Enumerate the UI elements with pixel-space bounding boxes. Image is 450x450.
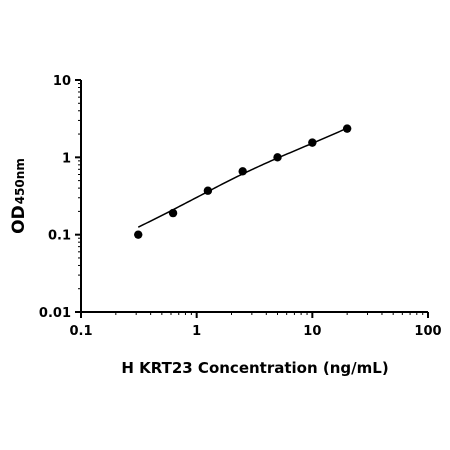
data-points <box>134 124 352 239</box>
data-point <box>134 230 143 239</box>
data-point <box>273 153 282 162</box>
data-point <box>238 167 247 176</box>
data-point <box>168 208 178 218</box>
axes <box>80 80 428 313</box>
data-point <box>203 186 213 195</box>
ticks <box>75 79 429 318</box>
x-tick-label: 100 <box>414 324 441 339</box>
data-point <box>308 138 317 147</box>
y-tick-label: 0.01 <box>39 306 71 321</box>
data-point <box>342 124 352 133</box>
x-axis-title: H KRT23 Concentration (ng/mL) <box>121 359 388 377</box>
y-tick-label: 10 <box>53 74 71 89</box>
tick-labels: 0.1 1 10 100 0.01 0.1 1 10 <box>39 74 442 339</box>
x-tick-label: 1 <box>192 324 201 339</box>
y-axis-title-main: OD <box>9 205 29 234</box>
x-tick-label: 10 <box>303 324 321 339</box>
y-axis-title: OD450nm <box>9 158 29 234</box>
x-tick-label: 0.1 <box>69 324 92 339</box>
y-axis-title-sub: 450nm <box>13 158 27 204</box>
y-tick-label: 0.1 <box>48 229 71 244</box>
y-tick-label: 1 <box>62 151 71 166</box>
